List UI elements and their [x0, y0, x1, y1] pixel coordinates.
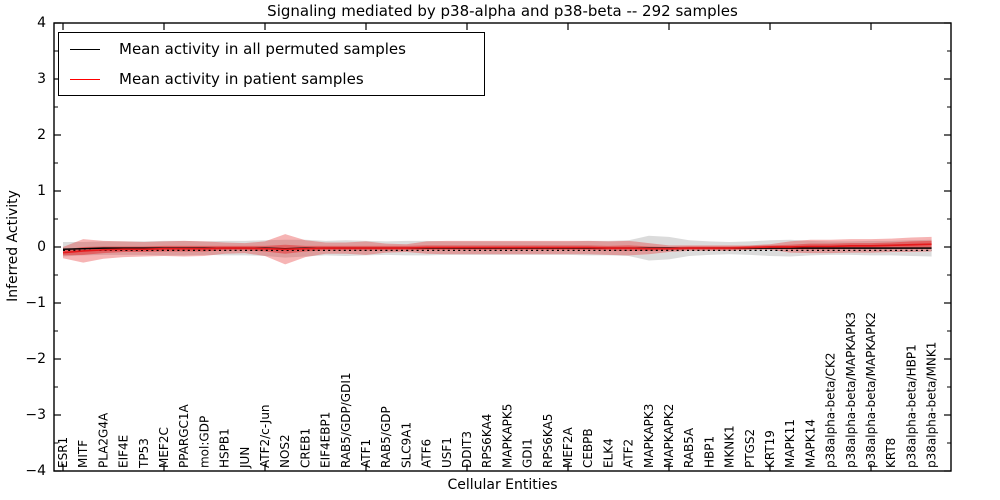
- line-mean_patient: [62, 243, 932, 254]
- y-tick-label: −2: [25, 351, 46, 367]
- x-tick-label: ATF2/c-Jun: [258, 404, 272, 468]
- y-axis-label: Inferred Activity: [5, 190, 21, 302]
- x-tick-label: ELK4: [601, 438, 615, 468]
- y-tick-label: 1: [37, 183, 46, 199]
- y-tick-label: 3: [37, 71, 46, 87]
- y-tick-label: −4: [25, 463, 46, 479]
- y-tick-label: 0: [37, 239, 46, 255]
- legend: Mean activity in all permuted samples Me…: [58, 32, 485, 96]
- x-tick-label: SLC9A1: [399, 422, 413, 468]
- legend-label: Mean activity in patient samples: [119, 70, 364, 88]
- x-tick-label: KRT19: [763, 430, 777, 468]
- legend-label: Mean activity in all permuted samples: [119, 40, 406, 58]
- legend-entry-patient: Mean activity in patient samples: [59, 67, 484, 91]
- x-tick-label: USF1: [440, 437, 454, 468]
- x-tick-label: JUN: [238, 447, 252, 469]
- chart-title: Signaling mediated by p38-alpha and p38-…: [267, 2, 738, 20]
- x-tick-label: PTGS2: [743, 429, 757, 468]
- y-tick-label: 2: [37, 127, 46, 143]
- x-tick-label: ATF1: [359, 439, 373, 468]
- legend-line-sample-black: [70, 48, 100, 50]
- x-tick-label: MAPK14: [803, 419, 817, 468]
- x-tick-label: CREB1: [298, 428, 312, 468]
- x-tick-label: mol:GDP: [197, 416, 211, 468]
- x-tick-label: p38alpha-beta/MAPKAPK2: [864, 312, 878, 468]
- x-tick-label: MAPKAPK5: [500, 404, 514, 468]
- x-tick-label: EIF4E: [117, 435, 131, 468]
- x-tick-label: p38alpha-beta/HBP1: [904, 344, 918, 468]
- x-tick-label: PPARGC1A: [177, 403, 191, 468]
- x-tick-label: p38alpha-beta/CK2: [824, 353, 838, 468]
- legend-line-sample-red: [70, 78, 100, 80]
- x-tick-label: TP53: [137, 438, 151, 469]
- x-tick-label: MEF2A: [561, 427, 575, 468]
- x-tick-label: ESR1: [56, 437, 70, 468]
- x-axis-label: Cellular Entities: [447, 477, 558, 493]
- x-tick-label: RAB5/GDP/GDI1: [339, 372, 353, 468]
- x-tick-label: MAPK11: [783, 419, 797, 468]
- x-tick-label: CEBPB: [581, 428, 595, 468]
- x-tick-label: MKNK1: [723, 425, 737, 468]
- y-tick-label: 4: [37, 15, 46, 31]
- x-tick-label: MAPKAPK2: [662, 404, 676, 468]
- band-patient_std: [63, 234, 932, 265]
- x-tick-label: PLA2G4A: [96, 412, 110, 468]
- x-tick-label: RAB5/GDP: [379, 406, 393, 468]
- x-tick-label: GDI1: [521, 438, 535, 468]
- x-tick-label: p38alpha-beta/MAPKAPK3: [844, 312, 858, 468]
- x-tick-label: RPS6KA5: [541, 414, 555, 468]
- x-tick-label: NOS2: [278, 434, 292, 468]
- x-tick-label: MITF: [76, 440, 90, 468]
- x-tick-label: EIF4EBP1: [319, 412, 333, 468]
- x-tick-label: MAPKAPK3: [642, 404, 656, 468]
- x-tick-label: MEF2C: [157, 427, 171, 468]
- x-tick-label: DDIT3: [460, 431, 474, 468]
- x-tick-label: p38alpha-beta/MNK1: [925, 342, 939, 468]
- x-tick-label: RPS6KA4: [480, 414, 494, 468]
- y-tick-label: −1: [25, 295, 46, 311]
- x-tick-label: KRT8: [884, 438, 898, 468]
- x-tick-label: ATF6: [420, 439, 434, 468]
- legend-entry-permuted: Mean activity in all permuted samples: [59, 37, 484, 61]
- x-tick-label: RAB5A: [682, 427, 696, 468]
- x-tick-label: ATF2: [622, 439, 636, 468]
- x-tick-label: HSPB1: [218, 428, 232, 468]
- y-tick-label: −3: [25, 407, 46, 423]
- x-tick-label: HBP1: [702, 436, 716, 468]
